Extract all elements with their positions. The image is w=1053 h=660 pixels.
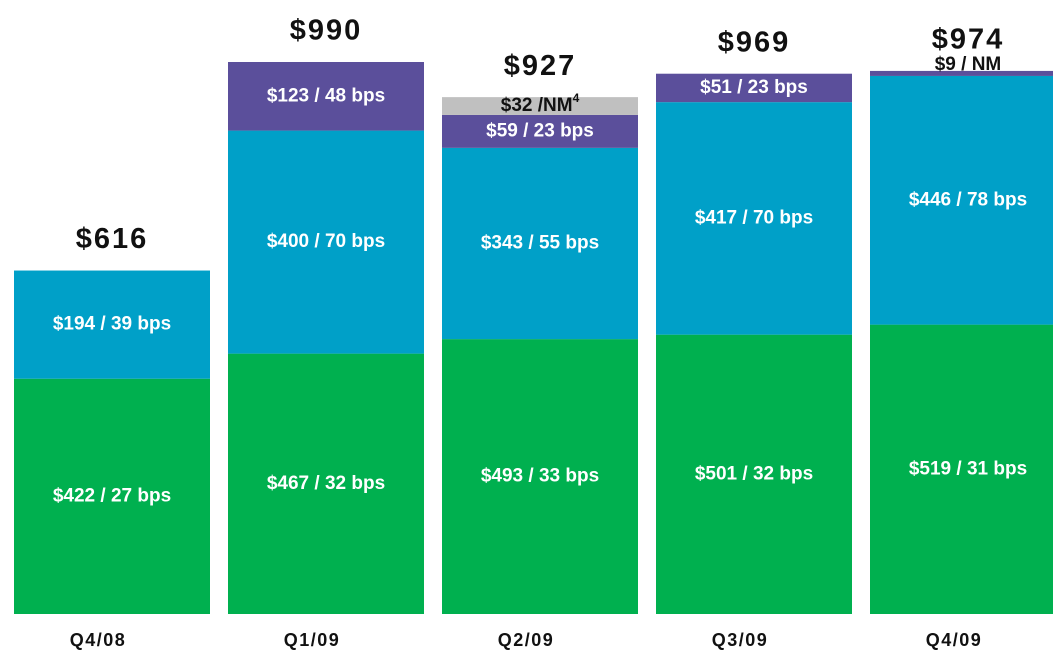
bar-segment [442,97,638,115]
value-label-text: $467 / 32 bps [267,473,385,494]
value-label-text: $417 / 70 bps [695,207,813,228]
value-label: $400 / 70 bps [267,231,385,252]
bar-segment [870,324,1053,614]
value-label: $501 / 32 bps [695,463,813,484]
total-label: $927 [504,50,577,82]
value-label: $446 / 78 bps [909,189,1027,210]
bar-segment [14,378,210,614]
value-label-text: $9 / NM [935,54,1002,75]
total-label: $616 [76,223,149,255]
value-label-text: $446 / 78 bps [909,189,1027,210]
bar-segment [228,353,424,614]
x-tick-label: Q4/09 [926,630,983,650]
bar-segment [656,73,852,103]
total-label: $969 [718,26,791,58]
bar-segment [870,70,1053,76]
value-label-text: $59 / 23 bps [486,120,594,141]
value-label: $123 / 48 bps [267,85,385,106]
value-label: $422 / 27 bps [53,485,171,506]
value-label: $194 / 39 bps [53,314,171,335]
total-label: $974 [932,24,1005,56]
value-label-text: $343 / 55 bps [481,233,599,254]
value-label-text: $123 / 48 bps [267,85,385,106]
value-label-text: $51 / 23 bps [700,77,808,98]
bar-segment [228,62,424,131]
x-tick-label: Q4/08 [70,630,127,650]
value-label: $417 / 70 bps [695,207,813,228]
value-label-text: $493 / 33 bps [481,466,599,487]
value-label-text: $422 / 27 bps [53,485,171,506]
value-label-superscript: 4 [573,91,580,105]
value-label: $519 / 31 bps [909,458,1027,479]
bar-segment [656,334,852,614]
value-label: $51 / 23 bps [700,77,808,98]
value-label-text: $32 /NM [501,95,573,116]
bar-segment [14,270,210,379]
value-label-text: $519 / 31 bps [909,458,1027,479]
bar-segment [870,75,1053,325]
value-label-text: $400 / 70 bps [267,231,385,252]
x-tick-label: Q2/09 [498,630,555,650]
x-tick-label: Q3/09 [712,630,769,650]
x-tick-label: Q1/09 [284,630,341,650]
value-label: $493 / 33 bps [481,466,599,487]
value-label: $32 /NM4 [501,91,580,116]
value-label-text: $501 / 32 bps [695,463,813,484]
value-label: $9 / NM [935,54,1002,75]
bar-segment [442,147,638,340]
value-label: $467 / 32 bps [267,473,385,494]
bar-segment [228,130,424,354]
value-label: $343 / 55 bps [481,233,599,254]
value-label: $59 / 23 bps [486,120,594,141]
bar-segment [442,339,638,614]
bar-segment [656,102,852,335]
bar-segment [442,114,638,148]
total-label: $990 [290,15,363,47]
value-label-text: $194 / 39 bps [53,314,171,335]
